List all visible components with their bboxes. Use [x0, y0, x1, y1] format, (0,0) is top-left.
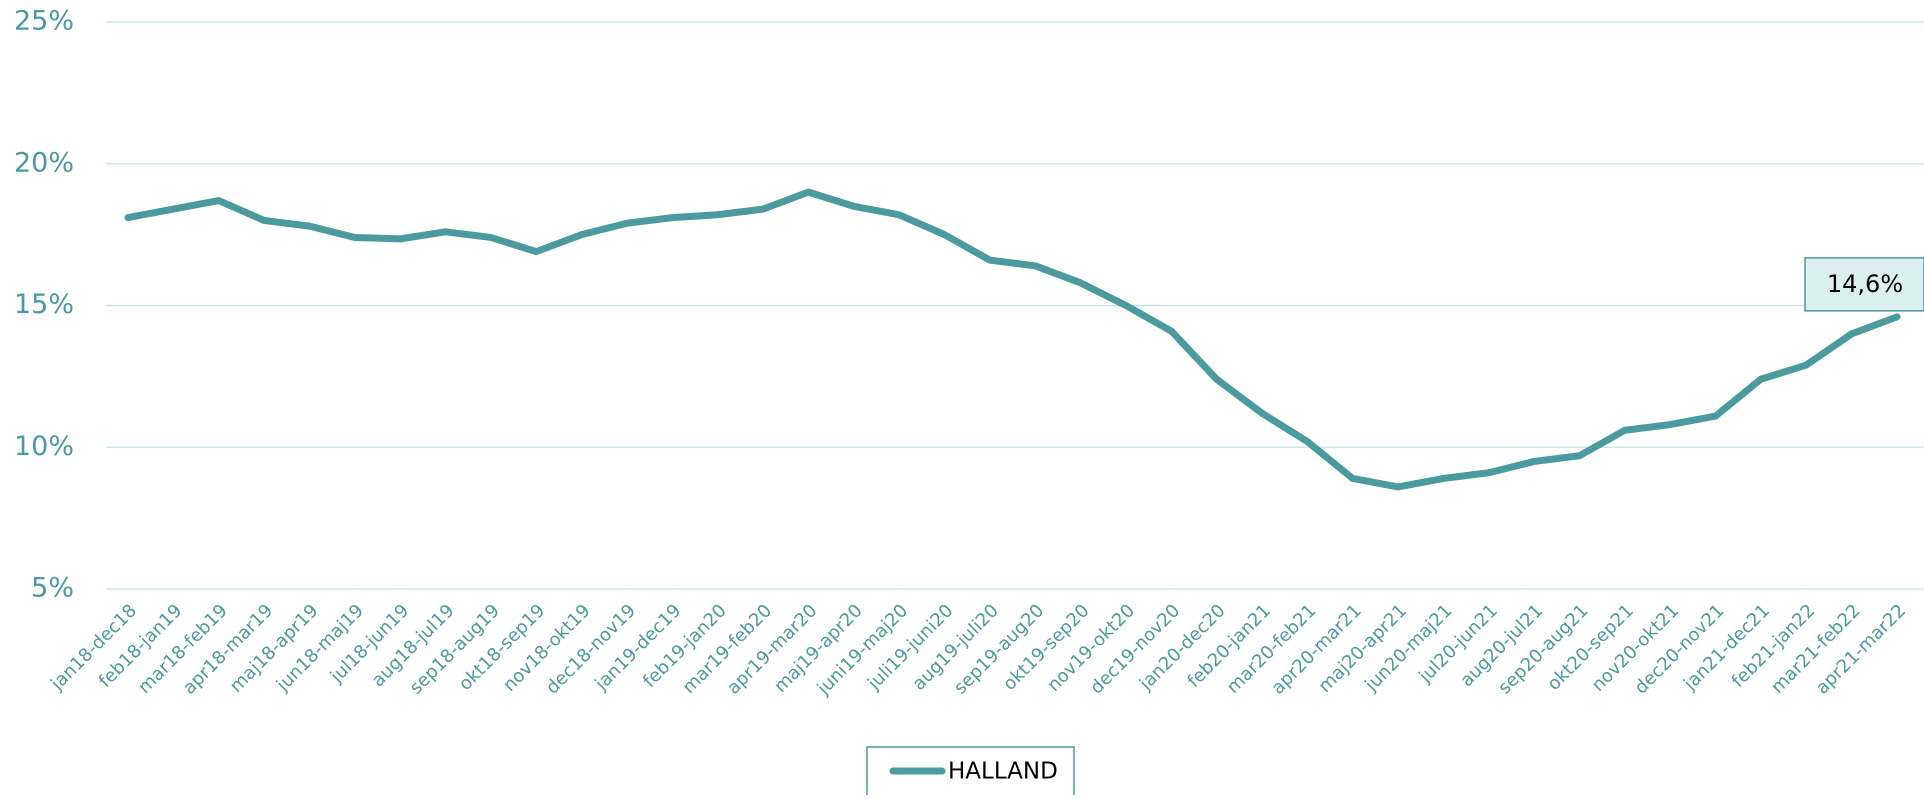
data-label-box: [1804, 257, 1924, 312]
y-tick-label: 15%: [14, 289, 74, 320]
y-tick-label: 25%: [14, 6, 74, 37]
y-tick-label: 20%: [14, 147, 74, 178]
line: [124, 188, 1901, 491]
data-label: 14,6%: [1827, 270, 1903, 298]
y-tick-label: 10%: [14, 431, 74, 462]
legend-label: HALLAND: [948, 759, 1058, 785]
y-tick-label: 5%: [31, 573, 74, 604]
